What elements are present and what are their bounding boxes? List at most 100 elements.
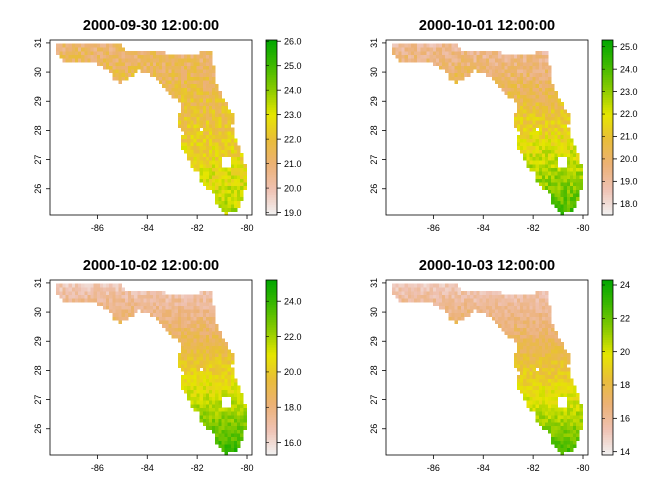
raster-cell bbox=[551, 87, 555, 92]
raster-cell bbox=[212, 178, 216, 183]
raster-cell bbox=[420, 283, 424, 288]
raster-cell bbox=[202, 178, 207, 183]
raster-cell bbox=[199, 396, 204, 401]
raster-cell bbox=[491, 290, 496, 295]
legend-swatch bbox=[602, 60, 613, 63]
raster-cell bbox=[187, 142, 191, 147]
raster-cell bbox=[62, 283, 66, 288]
raster-cell bbox=[205, 320, 210, 325]
raster-cell bbox=[563, 349, 568, 354]
raster-cell bbox=[535, 363, 540, 368]
raster-cell bbox=[513, 112, 518, 117]
raster-cell bbox=[504, 76, 508, 81]
raster-cell bbox=[90, 50, 95, 55]
raster-cell bbox=[140, 58, 144, 63]
raster-cell bbox=[171, 91, 176, 96]
raster-cell bbox=[535, 120, 540, 125]
raster-cell bbox=[155, 309, 160, 314]
raster-cell bbox=[109, 287, 113, 292]
raster-cell bbox=[162, 69, 166, 74]
legend-tick-label: 19.0 bbox=[284, 208, 302, 218]
raster-cell bbox=[401, 58, 406, 63]
raster-cell bbox=[102, 301, 107, 306]
raster-cell bbox=[426, 54, 431, 59]
legend-swatch bbox=[602, 145, 613, 148]
raster-cell bbox=[507, 54, 512, 59]
raster-cell bbox=[551, 433, 555, 438]
raster-cell bbox=[442, 47, 446, 52]
raster-cell bbox=[227, 407, 232, 412]
raster-cell bbox=[202, 123, 207, 128]
raster-cell bbox=[230, 440, 235, 445]
raster-cell bbox=[199, 65, 204, 70]
raster-cell bbox=[96, 61, 101, 66]
raster-cell bbox=[199, 374, 204, 379]
raster-cell bbox=[174, 61, 179, 66]
raster-cell bbox=[451, 58, 455, 63]
raster-cell bbox=[90, 290, 95, 295]
legend-swatch bbox=[602, 102, 613, 106]
raster-cell bbox=[187, 91, 191, 96]
raster-cell bbox=[184, 363, 188, 368]
raster-cell bbox=[59, 54, 63, 59]
legend-swatch bbox=[266, 430, 277, 433]
raster-cell bbox=[548, 178, 552, 183]
raster-cell bbox=[193, 312, 197, 317]
raster-cell bbox=[563, 378, 568, 383]
legend-swatch bbox=[602, 387, 613, 391]
legend-swatch bbox=[602, 385, 613, 388]
raster-cell bbox=[579, 422, 583, 427]
raster-cell bbox=[501, 305, 505, 310]
legend-swatch bbox=[266, 362, 277, 366]
raster-cell bbox=[84, 298, 88, 303]
raster-cell bbox=[404, 43, 409, 48]
raster-cell bbox=[112, 54, 116, 59]
raster-cell bbox=[165, 83, 169, 88]
raster-cell bbox=[208, 305, 213, 310]
raster-cell bbox=[99, 294, 104, 299]
raster-cell bbox=[233, 196, 238, 201]
raster-cell bbox=[566, 400, 571, 405]
raster-cell bbox=[401, 287, 406, 292]
raster-cell bbox=[115, 309, 119, 314]
raster-cell bbox=[504, 301, 508, 306]
raster-cell bbox=[202, 360, 207, 365]
raster-cell bbox=[410, 47, 415, 52]
raster-cell bbox=[146, 61, 151, 66]
raster-cell bbox=[541, 312, 546, 317]
raster-cell bbox=[398, 287, 402, 292]
raster-cell bbox=[541, 109, 546, 114]
raster-cell bbox=[529, 145, 533, 150]
raster-cell bbox=[551, 91, 555, 96]
raster-cell bbox=[212, 338, 216, 343]
raster-cell bbox=[212, 174, 216, 179]
raster-cell bbox=[199, 411, 204, 416]
raster-cell bbox=[187, 80, 191, 85]
raster-cell bbox=[177, 316, 182, 321]
raster-cell bbox=[149, 305, 154, 310]
raster-cell bbox=[174, 312, 179, 317]
raster-cell bbox=[230, 396, 235, 401]
raster-cell bbox=[187, 338, 191, 343]
legend-swatch bbox=[602, 425, 613, 428]
raster-cell bbox=[227, 153, 232, 158]
raster-cell bbox=[414, 287, 418, 292]
raster-cell bbox=[240, 185, 244, 190]
raster-cell bbox=[560, 363, 565, 368]
raster-cell bbox=[532, 345, 537, 350]
raster-cell bbox=[544, 323, 549, 328]
raster-cell bbox=[554, 156, 558, 161]
raster-cell bbox=[224, 440, 229, 445]
raster-cell bbox=[523, 120, 527, 125]
raster-cell bbox=[510, 76, 515, 81]
raster-cell bbox=[184, 338, 188, 343]
raster-cell bbox=[109, 50, 113, 55]
raster-cell bbox=[516, 101, 521, 107]
legend-swatch bbox=[266, 290, 277, 293]
raster-cell bbox=[180, 72, 185, 77]
raster-cell bbox=[551, 360, 555, 365]
raster-cell bbox=[62, 287, 66, 292]
raster-cell bbox=[240, 418, 244, 423]
raster-cell bbox=[532, 298, 537, 303]
raster-cell bbox=[407, 58, 412, 63]
